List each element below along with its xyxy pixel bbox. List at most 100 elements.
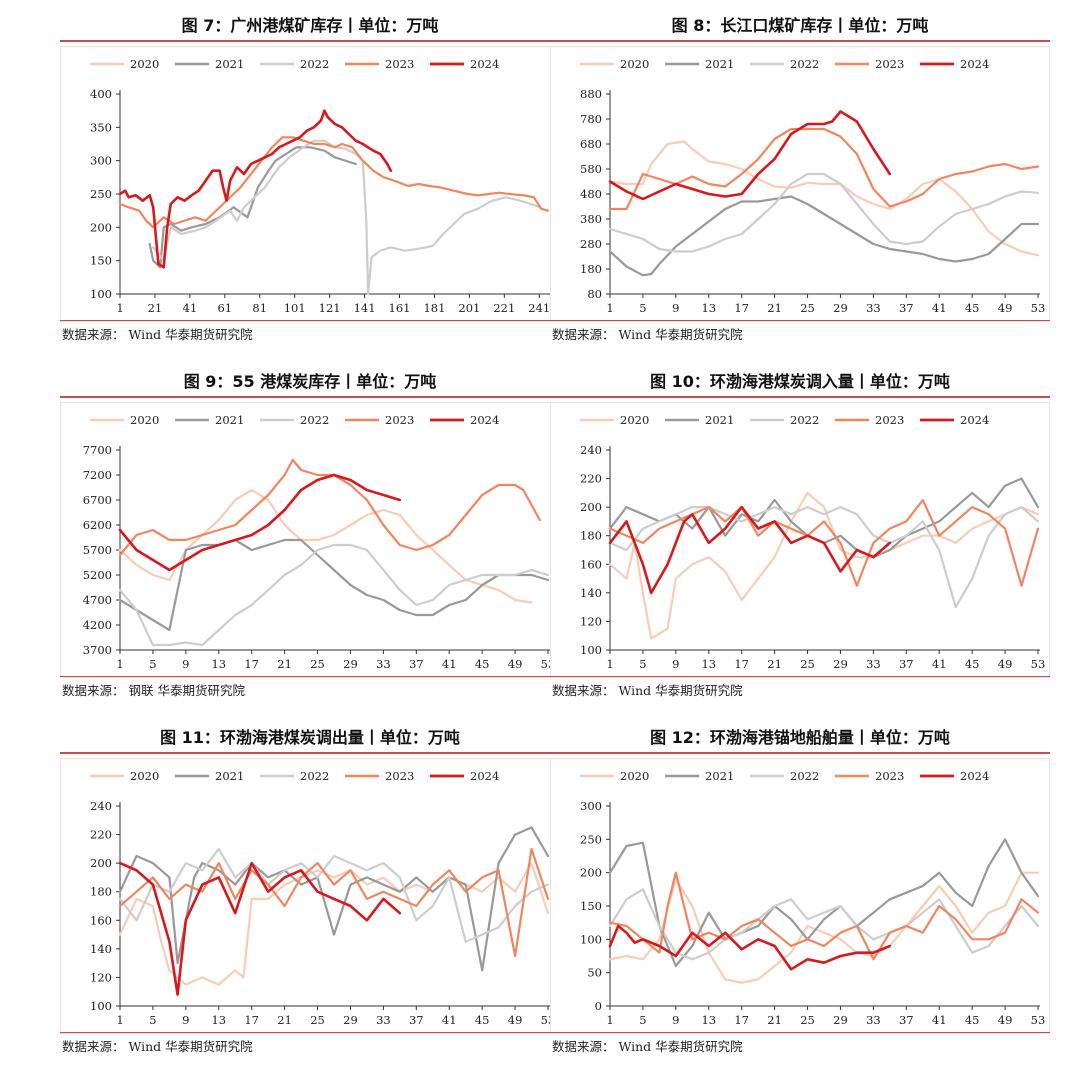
x-tick-label: 37 bbox=[899, 1013, 914, 1027]
x-tick-label: 45 bbox=[475, 657, 490, 671]
chart-title: 图 11：环渤海港煤炭调出量丨单位：万吨 bbox=[160, 728, 460, 747]
chart-panel-55-port-coal-stock: 图 9：55 港煤炭库存丨单位：万吨 2020 2021 2022 2023 2024 3… bbox=[60, 366, 560, 711]
legend-item-2021: 2021 bbox=[665, 57, 734, 71]
series-line-2022 bbox=[152, 139, 543, 296]
series-line-2024 bbox=[118, 861, 402, 996]
y-tick-label: 200 bbox=[580, 866, 602, 880]
x-tick-label: 37 bbox=[409, 1013, 424, 1027]
x-tick-label: 33 bbox=[866, 301, 881, 315]
legend-item-2022: 2022 bbox=[750, 769, 819, 783]
x-tick-label: 29 bbox=[833, 301, 848, 315]
x-tick-label: 181 bbox=[423, 301, 445, 315]
x-tick-label: 5 bbox=[149, 1013, 156, 1027]
chart-panel-bohai-port-coal-inflow: 图 10：环渤海港煤炭调入量丨单位：万吨 2020 2021 2022 2023 202… bbox=[550, 366, 1050, 711]
title-divider bbox=[60, 40, 560, 42]
x-tick-label: 21 bbox=[767, 657, 782, 671]
y-tick-label: 120 bbox=[580, 614, 602, 628]
data-source-note: 数据来源： Wind 华泰期货研究院 bbox=[552, 327, 743, 342]
x-tick-label: 49 bbox=[998, 1013, 1013, 1027]
legend-label-2021: 2021 bbox=[705, 769, 734, 783]
legend-item-2022: 2022 bbox=[750, 57, 819, 71]
legend-label-2021: 2021 bbox=[215, 769, 244, 783]
legend-item-2023: 2023 bbox=[835, 413, 904, 427]
y-tick-label: 300 bbox=[580, 799, 602, 813]
y-tick-label: 380 bbox=[580, 212, 602, 226]
x-tick-label: 9 bbox=[672, 657, 679, 671]
legend-item-2023: 2023 bbox=[345, 769, 414, 783]
y-tick-label: 200 bbox=[90, 856, 112, 870]
series-line-2020 bbox=[608, 491, 1040, 640]
y-tick-label: 5200 bbox=[83, 568, 112, 582]
x-tick-label: 13 bbox=[211, 1013, 226, 1027]
chart-panel-guangzhou-port-coal-stock: 图 7：广州港煤矿库存丨单位：万吨 2020 2021 2022 2023 2024 10… bbox=[60, 10, 560, 355]
series-line-2023 bbox=[118, 458, 541, 557]
series-line-2023 bbox=[608, 871, 1040, 961]
y-tick-label: 400 bbox=[90, 87, 112, 101]
x-tick-label: 9 bbox=[672, 301, 679, 315]
y-tick-label: 220 bbox=[90, 828, 112, 842]
legend-label-2023: 2023 bbox=[385, 769, 414, 783]
legend-label-2024: 2024 bbox=[470, 57, 499, 71]
legend-label-2024: 2024 bbox=[960, 413, 989, 427]
x-tick-label: 29 bbox=[343, 1013, 358, 1027]
series-line-2024 bbox=[608, 110, 892, 201]
y-tick-label: 280 bbox=[580, 237, 602, 251]
y-tick-label: 480 bbox=[580, 187, 602, 201]
y-tick-label: 5700 bbox=[83, 543, 112, 557]
y-tick-label: 140 bbox=[580, 586, 602, 600]
y-tick-label: 140 bbox=[90, 942, 112, 956]
series-line-2023 bbox=[118, 136, 550, 229]
legend-item-2022: 2022 bbox=[260, 769, 329, 783]
title-divider bbox=[550, 396, 1050, 398]
x-tick-label: 33 bbox=[866, 1013, 881, 1027]
y-tick-label: 200 bbox=[580, 500, 602, 514]
y-tick-label: 100 bbox=[90, 287, 112, 301]
y-tick-label: 300 bbox=[90, 154, 112, 168]
y-tick-label: 250 bbox=[90, 187, 112, 201]
y-tick-label: 50 bbox=[587, 966, 602, 980]
x-tick-label: 21 bbox=[767, 301, 782, 315]
x-tick-label: 5 bbox=[639, 657, 646, 671]
x-tick-label: 29 bbox=[833, 1013, 848, 1027]
x-tick-label: 5 bbox=[149, 657, 156, 671]
y-tick-label: 180 bbox=[90, 885, 112, 899]
legend-item-2020: 2020 bbox=[580, 57, 649, 71]
x-tick-label: 49 bbox=[508, 657, 523, 671]
chart-title: 图 12：环渤海港锚地船舶量丨单位：万吨 bbox=[650, 728, 950, 747]
x-tick-label: 1 bbox=[606, 1013, 613, 1027]
y-tick-label: 3700 bbox=[83, 643, 112, 657]
x-tick-label: 17 bbox=[734, 1013, 749, 1027]
y-tick-label: 240 bbox=[580, 443, 602, 457]
chart-panel-bohai-anchorage-ships: 图 12：环渤海港锚地船舶量丨单位：万吨 2020 2021 2022 2023 202… bbox=[550, 722, 1050, 1067]
legend-item-2020: 2020 bbox=[90, 769, 159, 783]
legend-item-2024: 2024 bbox=[920, 413, 989, 427]
x-tick-label: 37 bbox=[899, 301, 914, 315]
y-tick-label: 220 bbox=[580, 472, 602, 486]
x-tick-label: 141 bbox=[354, 301, 376, 315]
x-tick-label: 221 bbox=[493, 301, 515, 315]
source-divider bbox=[60, 1032, 560, 1033]
x-tick-label: 5 bbox=[639, 301, 646, 315]
line-chart: 2020 2021 2022 2023 2024 0 50 100 150 200 250 300 1 5… bbox=[580, 769, 1045, 1027]
chart-panel-bohai-port-coal-outflow: 图 11：环渤海港煤炭调出量丨单位：万吨 2020 2021 2022 2023 202… bbox=[60, 722, 560, 1067]
source-divider bbox=[550, 320, 1050, 321]
x-tick-label: 9 bbox=[672, 1013, 679, 1027]
y-tick-label: 6700 bbox=[83, 493, 112, 507]
legend-item-2023: 2023 bbox=[835, 57, 904, 71]
x-tick-label: 121 bbox=[319, 301, 341, 315]
legend-item-2023: 2023 bbox=[345, 57, 414, 71]
legend-item-2021: 2021 bbox=[175, 57, 244, 71]
x-tick-label: 61 bbox=[217, 301, 232, 315]
legend-label-2020: 2020 bbox=[130, 413, 159, 427]
x-tick-label: 1 bbox=[606, 301, 613, 315]
legend-label-2022: 2022 bbox=[300, 57, 329, 71]
legend-label-2020: 2020 bbox=[130, 57, 159, 71]
x-tick-label: 1 bbox=[116, 301, 123, 315]
legend-item-2023: 2023 bbox=[345, 413, 414, 427]
legend-label-2021: 2021 bbox=[705, 413, 734, 427]
source-divider bbox=[550, 676, 1050, 677]
legend-label-2021: 2021 bbox=[215, 413, 244, 427]
y-tick-label: 240 bbox=[90, 799, 112, 813]
legend-label-2023: 2023 bbox=[875, 413, 904, 427]
line-chart: 2020 2021 2022 2023 2024 80 180 280 380 480 580 680… bbox=[580, 57, 1045, 315]
